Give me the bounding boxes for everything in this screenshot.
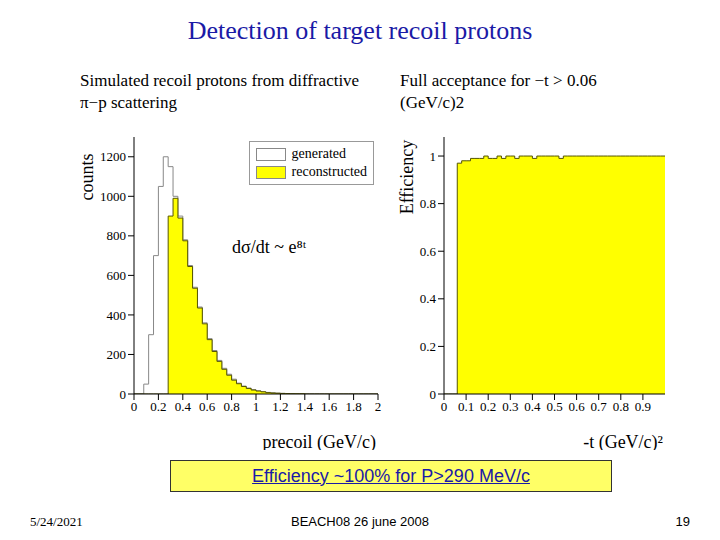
svg-text:0.6: 0.6 [568, 399, 585, 414]
svg-text:0.8: 0.8 [223, 399, 239, 414]
html-text:Simulated recoil protons from: Simulated recoil protons from diffractiv… [80, 71, 360, 112]
svg-text:0: 0 [131, 399, 138, 414]
svg-text:600: 600 [107, 268, 127, 283]
svg-text:0.5: 0.5 [546, 399, 562, 414]
svg-text:0.3: 0.3 [502, 399, 518, 414]
html-text:19: 19 [675, 514, 690, 529]
svg-text:0.7: 0.7 [591, 399, 608, 414]
svg-text:counts: counts [77, 154, 97, 201]
svg-text:0: 0 [441, 399, 448, 414]
svg-text:1000: 1000 [100, 189, 126, 204]
svg-text:1.4: 1.4 [297, 399, 314, 414]
svg-text:0.4: 0.4 [524, 399, 541, 414]
svg-text:0.8: 0.8 [613, 399, 629, 414]
svg-text:1: 1 [253, 399, 260, 414]
html-text:Detection of target recoil pro: Detection of target recoil protons [187, 16, 533, 45]
svg-text:1.8: 1.8 [345, 399, 361, 414]
svg-text:0.4: 0.4 [420, 291, 437, 306]
svg-text:0.6: 0.6 [420, 244, 437, 259]
svg-text:precoil (GeV/c): precoil (GeV/c) [263, 432, 376, 450]
svg-text:-t (GeV/c)²: -t (GeV/c)² [583, 432, 663, 450]
html-text:dσ/dt ~ e⁸ᵗ: dσ/dt ~ e⁸ᵗ [232, 237, 307, 257]
svg-text:400: 400 [107, 308, 127, 323]
svg-text:0.6: 0.6 [199, 399, 216, 414]
svg-text:2: 2 [375, 399, 382, 414]
svg-text:1: 1 [430, 149, 437, 164]
svg-text:800: 800 [107, 228, 127, 243]
svg-text:0.1: 0.1 [458, 399, 474, 414]
svg-text:Efficiency: Efficiency [397, 140, 417, 215]
svg-text:1200: 1200 [100, 149, 126, 164]
html-text:Efficiency ~100% for P>290 MeV: Efficiency ~100% for P>290 MeV/c [252, 465, 530, 486]
html-text:5/24/2021: 5/24/2021 [30, 514, 83, 529]
svg-text:0: 0 [430, 387, 437, 402]
svg-text:0.2: 0.2 [420, 339, 436, 354]
html-text:Full acceptance for −t > 0.06: Full acceptance for −t > 0.06 (GeV/c)2 [400, 71, 597, 112]
svg-text:0.9: 0.9 [635, 399, 651, 414]
svg-text:0.2: 0.2 [480, 399, 496, 414]
svg-text:1.2: 1.2 [272, 399, 288, 414]
html-text:reconstructed: reconstructed [291, 164, 367, 179]
html-text:BEACH08 26 june 2008: BEACH08 26 june 2008 [291, 514, 429, 529]
svg-text:0.8: 0.8 [420, 196, 436, 211]
svg-text:0.2: 0.2 [150, 399, 166, 414]
html-text:generated: generated [291, 146, 346, 161]
svg-text:0.4: 0.4 [175, 399, 192, 414]
svg-text:1.6: 1.6 [321, 399, 338, 414]
svg-text:0: 0 [120, 387, 127, 402]
svg-text:200: 200 [107, 347, 127, 362]
